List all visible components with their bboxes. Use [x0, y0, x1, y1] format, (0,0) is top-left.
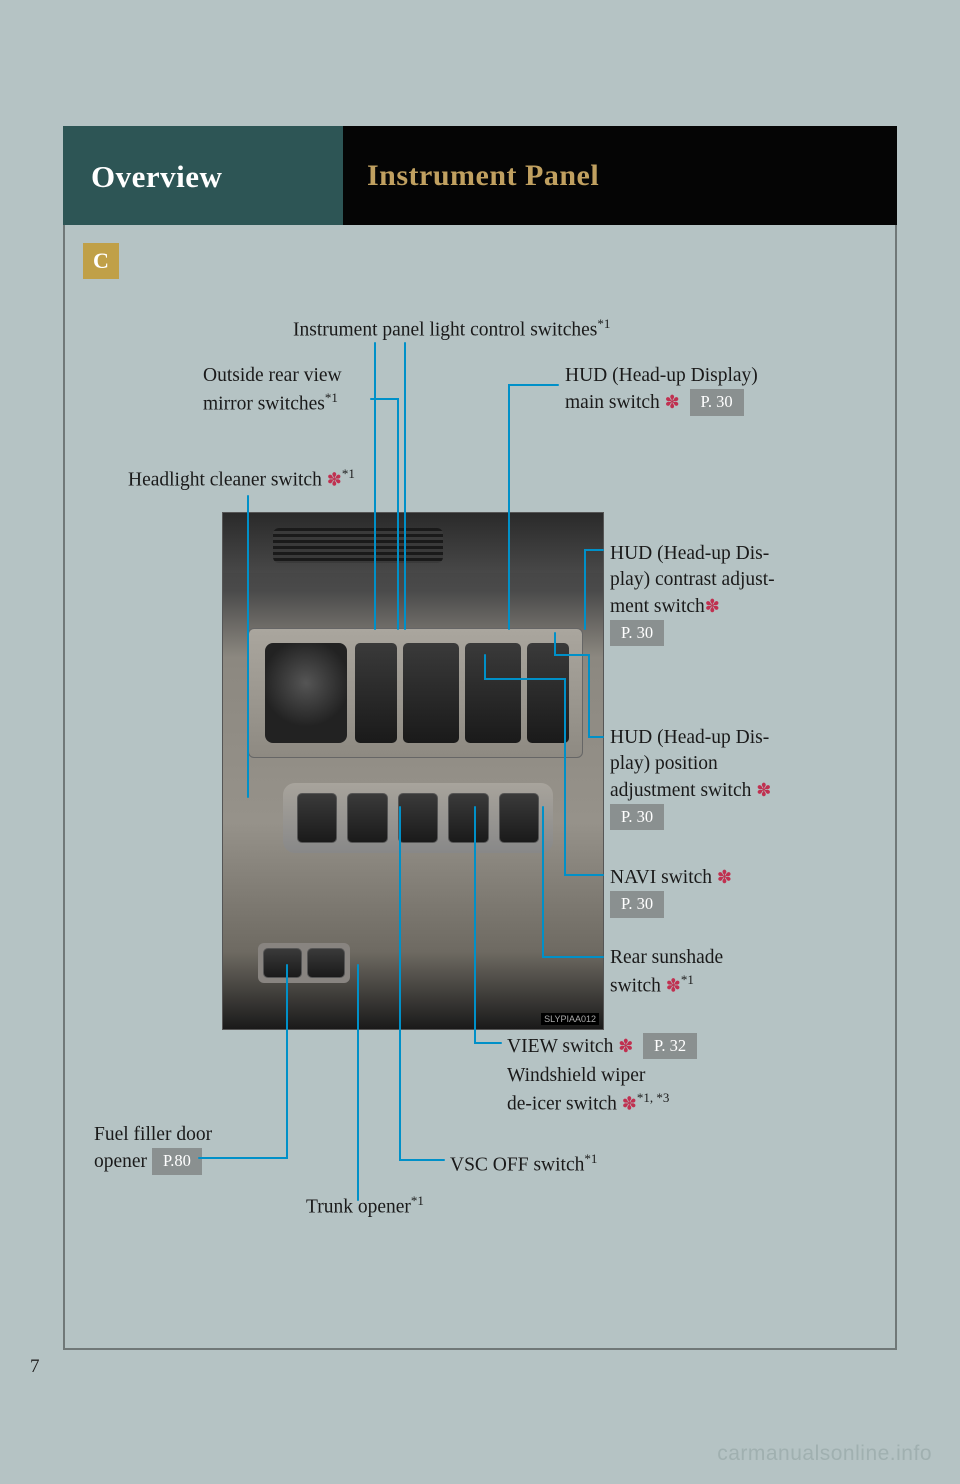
pref-fuel[interactable]: P.80: [152, 1148, 202, 1174]
label-hud-pos: HUD (Head-up Dis- play) position adjustm…: [610, 725, 771, 831]
header: Overview Instrument Panel: [63, 126, 897, 225]
label-hcs: Headlight cleaner switch ✽*1: [128, 465, 355, 494]
label-ipls: Instrument panel light control switches*…: [293, 315, 610, 344]
label-orvm: Outside rear view mirror switches*1: [203, 363, 342, 418]
page-number: 7: [30, 1356, 40, 1378]
content-box: C SLYPIAA012: [63, 225, 897, 1350]
label-view: VIEW switch ✽ P. 32: [507, 1033, 697, 1060]
pref-navi[interactable]: P. 30: [610, 891, 664, 917]
pref-hud-pos[interactable]: P. 30: [610, 804, 664, 830]
photo-code: SLYPIAA012: [541, 1013, 599, 1025]
label-hud-contrast: HUD (Head-up Dis- play) contrast adjust-…: [610, 541, 775, 647]
pref-view[interactable]: P. 32: [643, 1033, 697, 1059]
diagram: SLYPIAA012 Instrument panel light contro…: [65, 225, 895, 1348]
instrument-photo: SLYPIAA012: [222, 512, 604, 1030]
label-rear-sun: Rear sunshade switch ✽*1: [610, 945, 723, 1000]
label-trunk: Trunk opener*1: [306, 1192, 424, 1221]
header-overview: Overview: [63, 126, 343, 225]
page-frame: Overview Instrument Panel C: [63, 126, 897, 1350]
label-navi: NAVI switch ✽ P. 30: [610, 865, 732, 919]
header-title: Instrument Panel: [343, 126, 897, 225]
pref-hud-contrast[interactable]: P. 30: [610, 620, 664, 646]
label-wiper: Windshield wiper de-icer switch ✽*1, *3: [507, 1063, 669, 1118]
label-hud-main: HUD (Head-up Display) main switch ✽ P. 3…: [565, 363, 758, 417]
watermark: carmanualsonline.info: [717, 1442, 932, 1466]
label-fuel: Fuel filler door opener P.80: [94, 1122, 212, 1176]
pref-hud-main[interactable]: P. 30: [690, 389, 744, 415]
label-vsc: VSC OFF switch*1: [450, 1150, 597, 1179]
